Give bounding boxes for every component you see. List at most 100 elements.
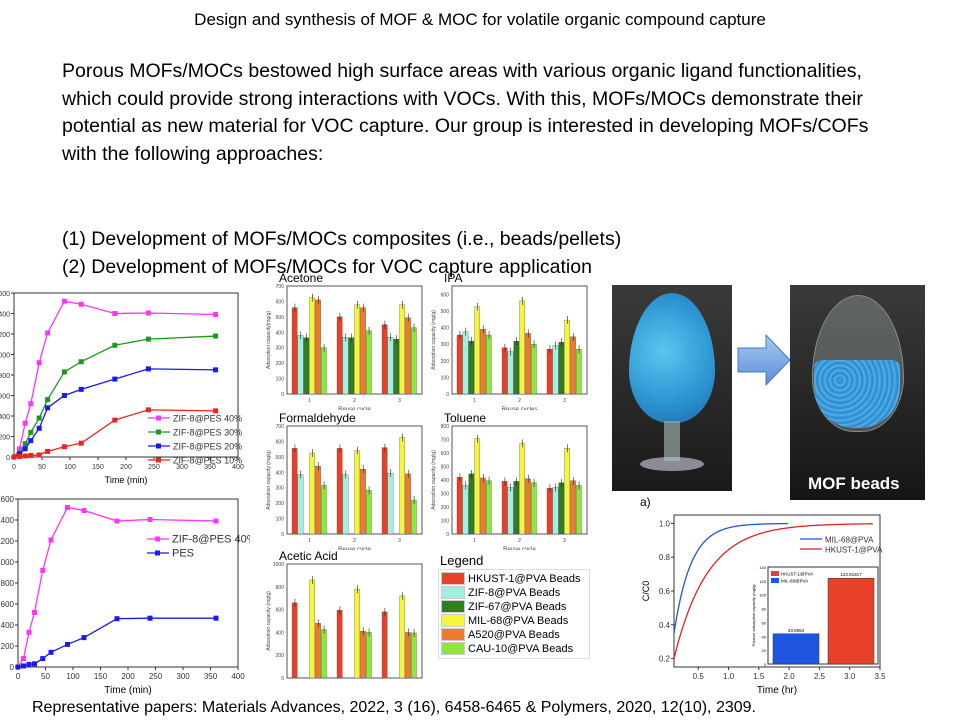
data-point xyxy=(213,518,219,524)
bar xyxy=(468,473,475,535)
bar xyxy=(531,344,537,395)
bar xyxy=(507,487,514,535)
bar xyxy=(309,452,315,535)
data-point xyxy=(213,615,219,621)
inset-legend-label: HKUST-1@PVA xyxy=(781,572,813,577)
data-point xyxy=(32,661,37,667)
y-tick-label: 600 xyxy=(0,394,10,401)
y-axis-label: Adsorption capacity (mg/g) xyxy=(266,450,272,510)
bar xyxy=(576,485,582,535)
data-point xyxy=(28,429,34,435)
x-axis-label: Time (min) xyxy=(105,475,148,485)
zif8-pes-loading-chart: 0 200 400 600 800 1000 1200 1400 1600 0 50 100 150 20… xyxy=(0,291,244,485)
chart-title: Toluene xyxy=(444,411,486,425)
y-tick-label: 100 xyxy=(441,519,450,525)
y-tick-label: 500 xyxy=(276,315,285,321)
bar xyxy=(519,443,525,535)
y-tick-label: 200 xyxy=(441,359,450,365)
y-tick-label: 1400 xyxy=(0,312,10,319)
bar xyxy=(546,348,553,395)
bar xyxy=(507,351,514,395)
data-point xyxy=(78,359,84,365)
x-axis-label: Reuse cycle xyxy=(503,547,536,550)
plot-frame xyxy=(17,498,239,668)
x-axis-label: Reuse cycle xyxy=(338,547,371,550)
legend-swatch xyxy=(441,642,465,655)
x-tick-label: 3 xyxy=(398,538,401,544)
photo-blue-powder-flask xyxy=(612,285,732,491)
y-tick-label: 700 xyxy=(276,424,285,430)
y-tick-label: 1600 xyxy=(0,291,10,298)
inset-y-tick-label: 40 xyxy=(762,634,767,639)
bar xyxy=(303,337,310,395)
y-tick-label: 0.2 xyxy=(659,655,671,664)
legend-item: HKUST-1@PVA Beads xyxy=(441,572,580,585)
data-point xyxy=(65,504,70,510)
x-tick-label: 3.5 xyxy=(874,672,885,681)
bar xyxy=(309,579,315,679)
x-tick-label: 350 xyxy=(204,672,218,681)
y-axis-label: Adsorption capacity(mg/g) xyxy=(266,311,272,369)
bar xyxy=(525,333,531,395)
bar xyxy=(456,334,463,395)
bar xyxy=(315,299,321,395)
x-axis-label: Reuse cycles xyxy=(502,407,538,410)
legend-marker xyxy=(156,429,161,435)
intro-paragraph: Porous MOFs/MOCs bestowed high surface a… xyxy=(62,60,869,165)
legend-item: ZIF-67@PVA Beads xyxy=(441,600,566,613)
chart-title: Formaldehyde xyxy=(279,411,356,425)
x-tick-label: 50 xyxy=(41,672,50,681)
legend-label: HKUST-1@PVA xyxy=(825,546,883,555)
bar xyxy=(474,306,480,395)
flask-base xyxy=(640,457,704,471)
data-point xyxy=(22,446,28,452)
legend-label: ZIF-8@PES 10% xyxy=(173,456,242,466)
panel-label: a) xyxy=(640,495,651,509)
data-point xyxy=(78,386,84,392)
inset-bar-label: 43.5954 xyxy=(788,628,805,633)
x-tick-label: 3.0 xyxy=(844,672,856,681)
bar xyxy=(387,472,394,535)
data-point xyxy=(28,452,34,458)
series-line-1 xyxy=(673,523,873,659)
legend-title: Legend xyxy=(440,553,484,568)
y-axis-label: Adsorption capacity (mg/g) xyxy=(266,591,272,651)
legend-marker xyxy=(156,415,161,421)
x-tick-label: 400 xyxy=(232,464,244,471)
data-point xyxy=(147,615,153,621)
data-point xyxy=(21,656,26,662)
bar xyxy=(342,337,349,395)
y-tick-label: 0 xyxy=(446,392,449,398)
data-point xyxy=(40,567,46,573)
data-point xyxy=(112,417,118,423)
ipa-bar-chart: IPA 0 100 200 300 400 500 600 Adsorption capacit… xyxy=(431,271,588,410)
legend-label: ZIF-8@PES 30% xyxy=(173,428,242,438)
chart-title: IPA xyxy=(444,271,462,285)
x-tick-label: 400 xyxy=(231,672,245,681)
bar xyxy=(381,324,388,395)
y-tick-label: 400 xyxy=(1,621,15,630)
y-tick-label: 0 xyxy=(10,663,15,672)
legend-label: ZIF-8@PES 40% xyxy=(172,534,250,546)
data-point xyxy=(40,656,46,662)
bar xyxy=(405,473,411,535)
bar xyxy=(348,337,355,395)
y-tick-label: 0 xyxy=(281,532,284,538)
data-point xyxy=(112,311,118,316)
toluene-bar-chart: Toluene 0 100 200 300 400 500 600 700 800 Adsorpti… xyxy=(431,411,588,550)
x-tick-label: 200 xyxy=(120,464,132,471)
series-line-1 xyxy=(13,335,216,458)
inset-y-axis-label: Toluene adsorption capacity (mg/g) xyxy=(751,584,756,647)
y-tick-label: 700 xyxy=(276,284,285,290)
legend-swatch xyxy=(441,586,465,599)
bar xyxy=(321,629,327,679)
y-tick-label: 1600 xyxy=(0,495,15,504)
bar xyxy=(552,345,559,395)
data-point xyxy=(48,649,54,655)
x-tick-label: 3 xyxy=(563,398,566,404)
data-point xyxy=(48,537,54,543)
legend-item: MIL-68@PVA Beads xyxy=(441,614,568,627)
x-tick-label: 200 xyxy=(121,672,135,681)
inset-y-tick-label: 20 xyxy=(762,648,767,653)
flask-blue-beads xyxy=(814,360,900,428)
